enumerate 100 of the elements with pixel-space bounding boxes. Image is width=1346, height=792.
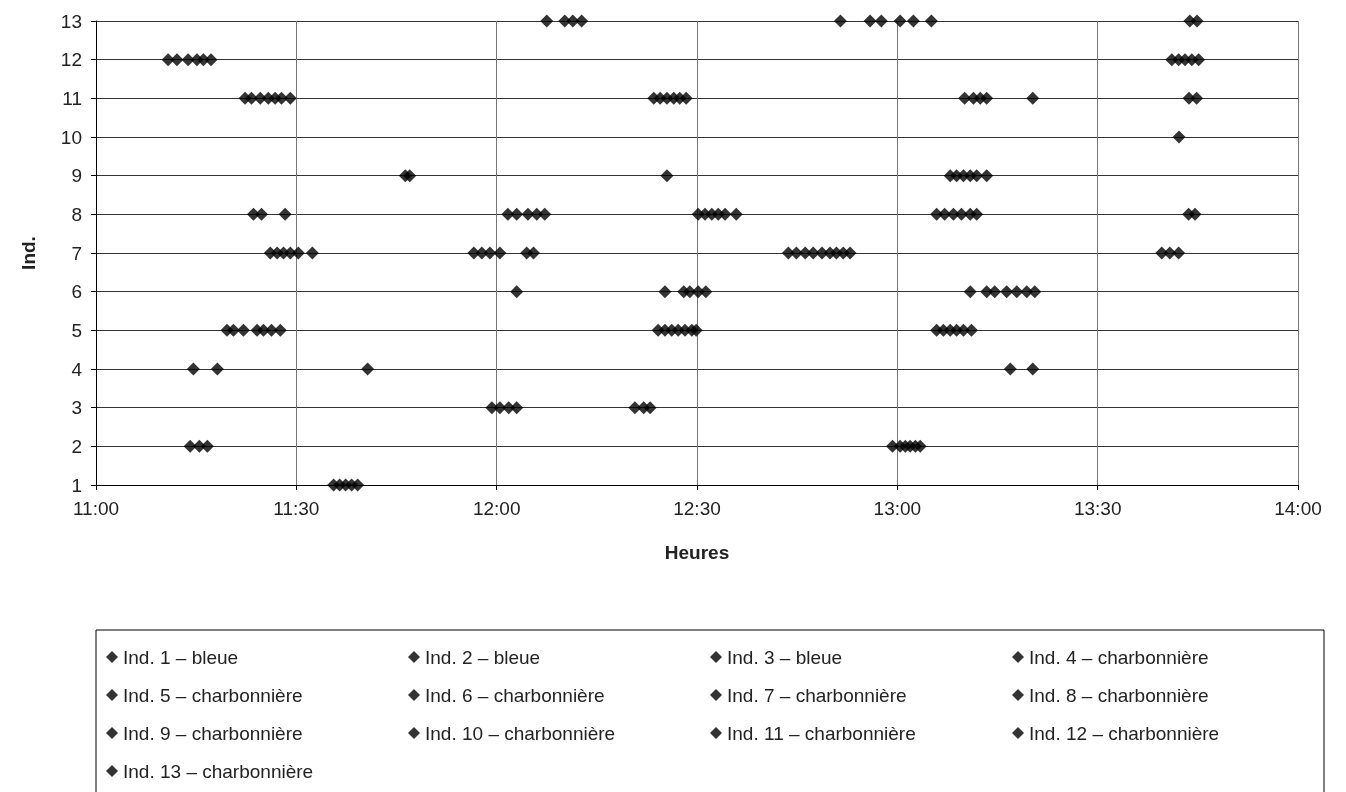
legend-label: Ind. 13 – charbonnière	[123, 760, 314, 782]
point	[538, 207, 552, 221]
point	[963, 285, 977, 299]
y-tick-label: 6	[71, 281, 82, 303]
legend-label: Ind. 1 – bleue	[123, 646, 239, 668]
y-tick-label: 11	[62, 87, 82, 109]
legend-label: Ind. 9 – charbonnière	[123, 722, 303, 744]
point	[988, 285, 1002, 299]
point	[493, 246, 507, 260]
point	[236, 323, 250, 337]
point	[1172, 246, 1186, 260]
x-tick-label: 11:00	[72, 498, 120, 519]
x-tick-label: 11:30	[273, 498, 320, 519]
legend-label: Ind. 11 – charbonnière	[727, 722, 916, 744]
point	[200, 439, 214, 453]
point	[1010, 285, 1024, 299]
x-tick-label: 12:00	[472, 498, 521, 519]
point	[1188, 207, 1202, 221]
y-tick-label: 2	[71, 435, 82, 457]
legend-label: Ind. 2 – bleue	[425, 646, 541, 668]
point	[1003, 362, 1017, 376]
point	[980, 169, 994, 183]
point	[1172, 130, 1186, 144]
point	[210, 362, 224, 376]
point	[893, 14, 907, 28]
point	[874, 14, 888, 28]
legend-label: Ind. 7 – charbonnière	[727, 684, 907, 706]
point	[510, 207, 524, 221]
point	[1026, 362, 1040, 376]
point	[204, 53, 218, 67]
point	[264, 323, 278, 337]
point	[283, 91, 297, 105]
legend-label: Ind. 5 – charbonnière	[123, 684, 303, 706]
point	[1192, 53, 1206, 67]
point	[964, 323, 978, 337]
y-tick-label: 3	[71, 397, 82, 419]
x-tick-label: 13:00	[873, 498, 922, 519]
point	[689, 323, 703, 337]
point	[1026, 91, 1040, 105]
x-axis-title: Heures	[664, 542, 730, 563]
point	[718, 207, 732, 221]
point	[361, 362, 375, 376]
point	[954, 207, 968, 221]
y-tick-label: 13	[60, 10, 82, 32]
legend-label: Ind. 10 – charbonnière	[425, 722, 616, 744]
point	[305, 246, 319, 260]
legend-label: Ind. 4 – charbonnière	[1029, 646, 1209, 668]
point	[843, 246, 857, 260]
y-tick-label: 5	[71, 319, 82, 341]
point	[273, 323, 287, 337]
y-axis-title: Ind.	[18, 236, 39, 270]
legend-label: Ind. 8 – charbonnière	[1029, 684, 1209, 706]
x-tick-label: 12:30	[673, 498, 721, 519]
y-tick-label: 9	[71, 165, 82, 187]
point	[226, 323, 240, 337]
point	[183, 439, 197, 453]
point	[658, 285, 672, 299]
y-tick-label: 12	[60, 49, 82, 71]
y-tick-label: 1	[71, 474, 82, 496]
point	[170, 53, 184, 67]
point	[1190, 14, 1204, 28]
point	[980, 91, 994, 105]
point	[483, 246, 497, 260]
point	[970, 207, 984, 221]
point	[1000, 285, 1014, 299]
point	[403, 169, 417, 183]
point	[679, 91, 693, 105]
point	[906, 14, 920, 28]
point	[1190, 91, 1204, 105]
y-tick-label: 10	[60, 126, 82, 148]
point	[1028, 285, 1042, 299]
point	[643, 401, 657, 415]
point	[729, 207, 743, 221]
point	[291, 246, 305, 260]
point	[254, 207, 268, 221]
point	[970, 169, 984, 183]
point	[699, 285, 713, 299]
point	[351, 478, 365, 492]
point	[863, 14, 877, 28]
y-tick-label: 7	[71, 242, 82, 264]
point	[244, 91, 258, 105]
point	[833, 14, 847, 28]
point	[186, 362, 200, 376]
x-tick-label: 13:30	[1073, 498, 1122, 519]
y-tick-label: 8	[71, 203, 82, 225]
point	[540, 14, 554, 28]
point	[275, 91, 289, 105]
point	[510, 401, 524, 415]
point	[660, 169, 674, 183]
point	[683, 285, 697, 299]
y-tick-label: 4	[71, 358, 83, 380]
point	[575, 14, 589, 28]
point	[924, 14, 938, 28]
point	[510, 285, 524, 299]
point	[913, 439, 927, 453]
point	[527, 246, 541, 260]
point	[958, 91, 972, 105]
x-tick-label: 14:00	[1274, 498, 1322, 519]
legend-label: Ind. 3 – bleue	[727, 646, 843, 668]
legend-label: Ind. 12 – charbonnière	[1029, 722, 1220, 744]
